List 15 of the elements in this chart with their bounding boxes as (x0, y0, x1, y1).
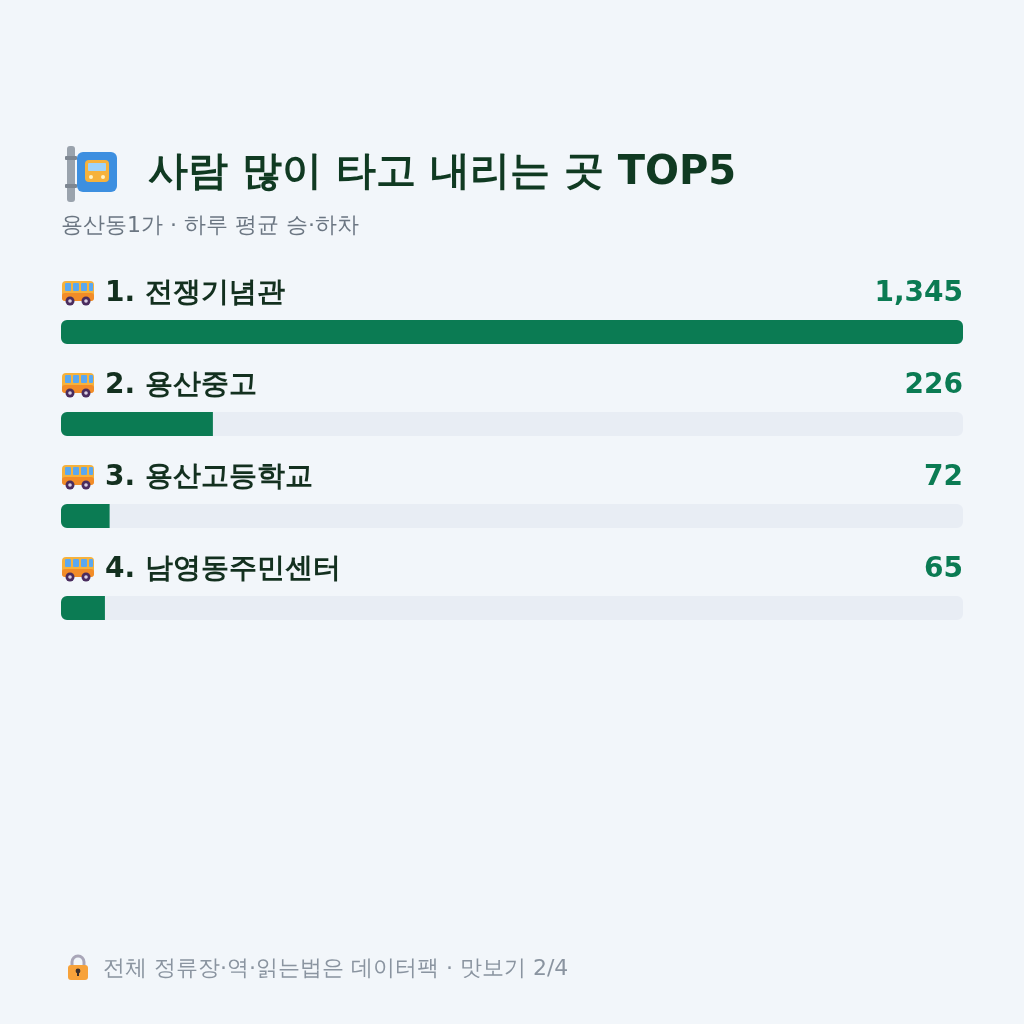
y-tick-label: 2. 용산중고 (105, 367, 257, 401)
data-label: 72 (924, 459, 963, 493)
bar (61, 503, 110, 529)
text: 전체 정류장·역·읽는법은 데이터팩 · 맛보기 2/4 (103, 954, 569, 982)
bar (61, 411, 213, 437)
data-label: 65 (924, 551, 963, 585)
chart-subtitle: 용산동1가 · 하루 평균 승·하차 (61, 211, 359, 239)
y-tick-label: 1. 전쟁기념관 (105, 275, 285, 309)
bar (61, 320, 963, 345)
y-tick-label: 3. 용산고등학교 (105, 459, 313, 493)
data-label: 1,345 (874, 275, 963, 309)
data-label: 226 (904, 367, 963, 401)
y-tick-label: 4. 남영동주민센터 (105, 551, 341, 585)
chart-title: 사람 많이 타고 내리는 곳 TOP5 (148, 146, 737, 195)
bar (61, 595, 105, 620)
